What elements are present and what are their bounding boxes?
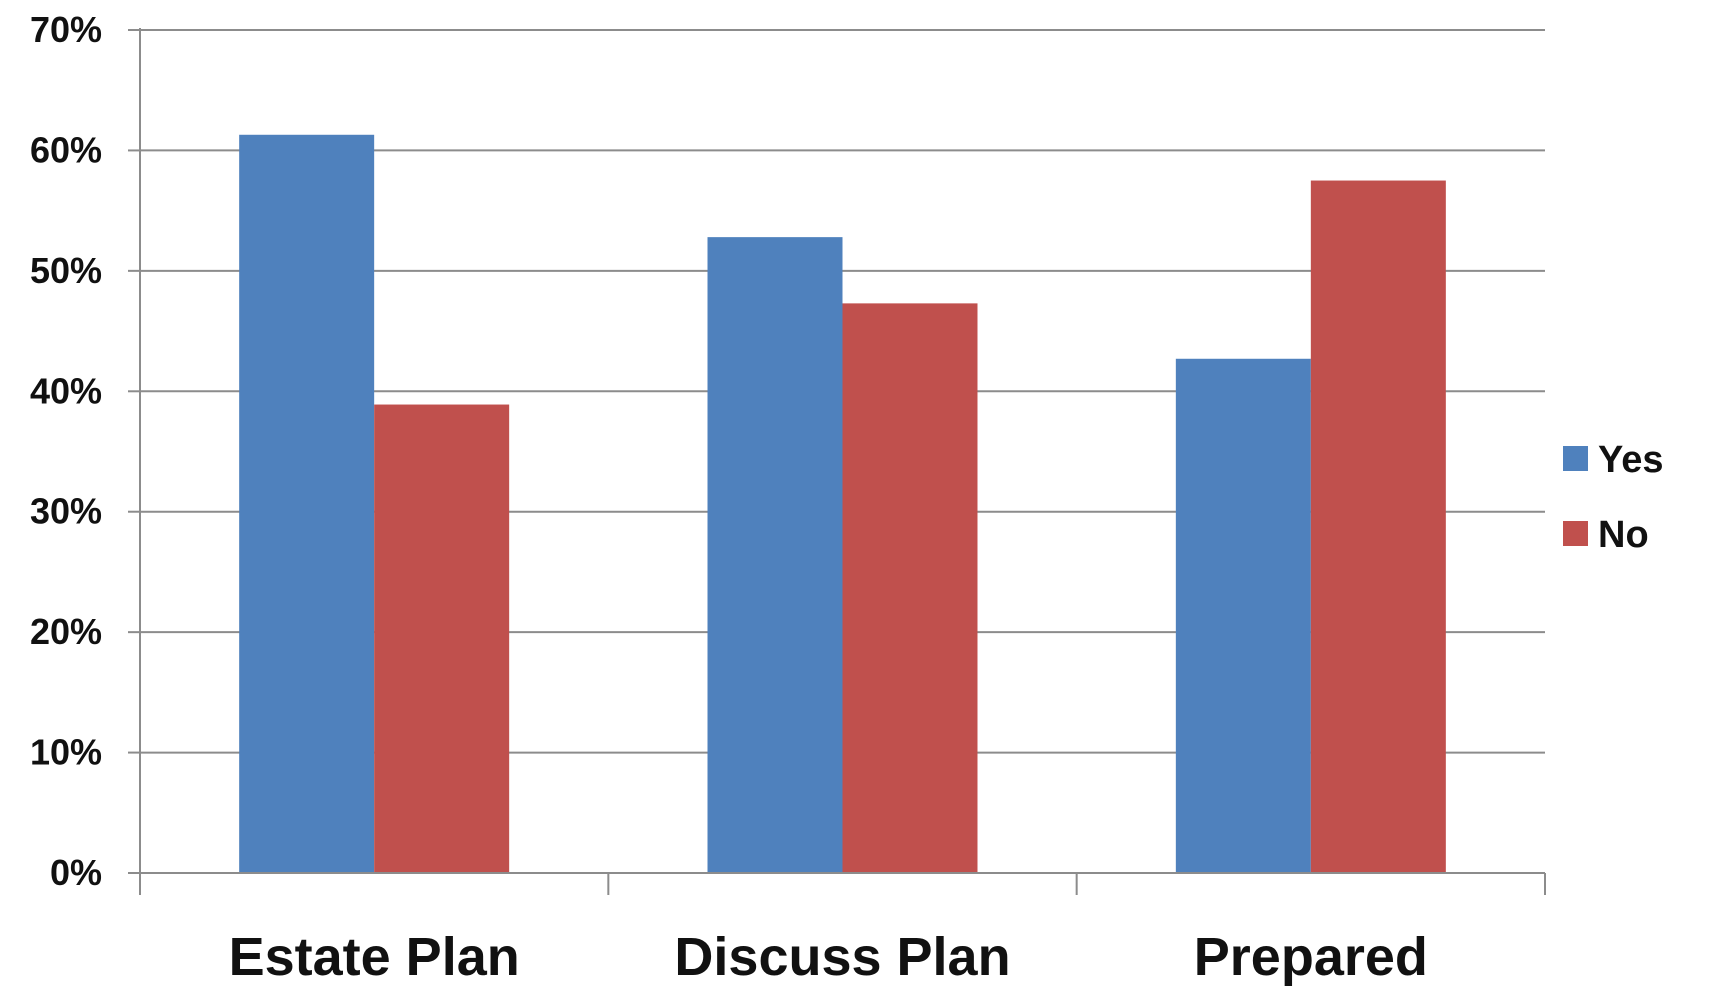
y-tick-label: 60% [30,129,102,170]
y-tick-label: 10% [30,732,102,773]
y-tick-label: 40% [30,370,102,411]
legend-label-no: No [1598,514,1649,556]
y-tick-label: 0% [50,852,102,893]
bar-yes-3 [1175,358,1311,873]
bar-no-3 [1310,180,1446,874]
y-tick-label: 70% [30,9,102,50]
y-tick-label: 30% [30,491,102,532]
bars [239,134,1446,874]
bar-yes-2 [707,237,843,873]
legend-label-yes: Yes [1598,439,1664,481]
x-category-label: Prepared [1194,927,1428,987]
axes [128,28,1546,895]
y-tick-label: 50% [30,250,102,291]
x-category-label: Discuss Plan [674,927,1010,987]
legend-swatch-no [1563,521,1588,546]
axis-labels: 0% 10% 20% 30% 40% 50% 60% 70% Estate Plan Discus… [30,9,1428,987]
legend: Yes No [1563,439,1664,556]
bar-no-2 [842,303,978,873]
y-tick-label: 20% [30,611,102,652]
legend-swatch-yes [1563,446,1588,471]
bar-no-1 [374,404,510,873]
bar-yes-1 [239,134,375,874]
x-category-label: Estate Plan [229,927,520,987]
